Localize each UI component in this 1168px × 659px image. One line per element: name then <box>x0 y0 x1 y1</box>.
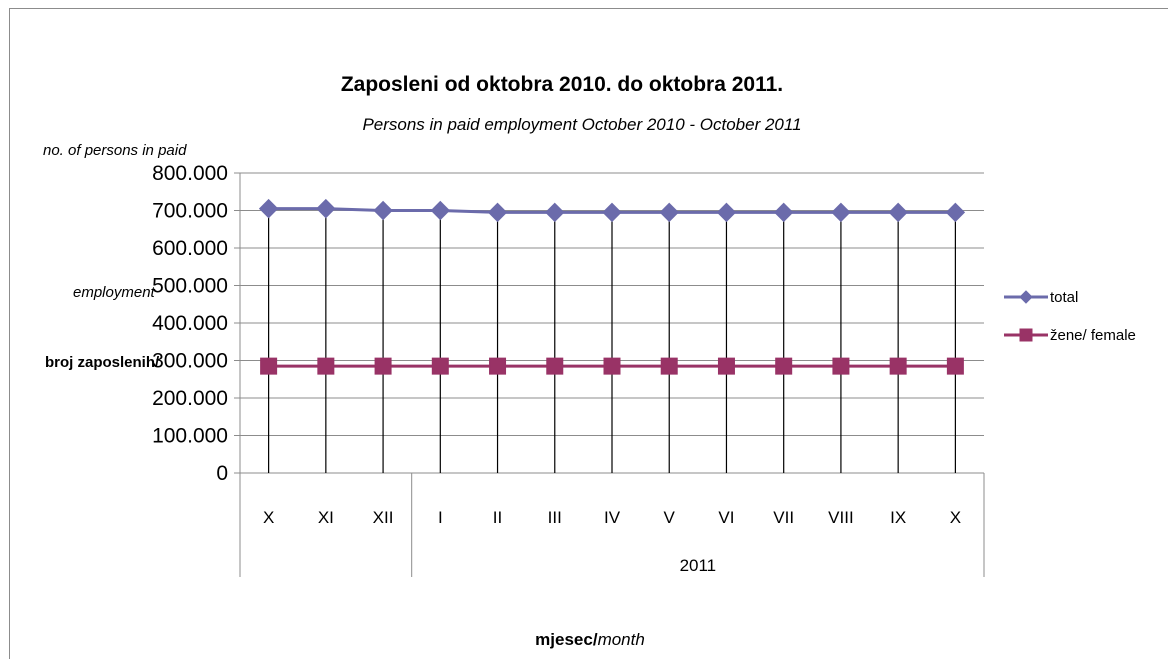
data-point-female <box>717 357 735 375</box>
data-point-female <box>489 357 507 375</box>
data-point-total <box>945 202 966 223</box>
year-group-label: 2011 <box>680 556 717 575</box>
legend-marker-total <box>1019 290 1033 304</box>
x-tick-label: I <box>438 508 443 527</box>
x-tick-label: III <box>548 508 562 527</box>
y-tick-label: 200.000 <box>152 387 228 410</box>
y-tick-label: 0 <box>216 462 228 485</box>
data-point-female <box>374 357 392 375</box>
x-tick-label: IV <box>604 508 621 527</box>
data-point-total <box>831 202 851 223</box>
data-point-female <box>889 357 907 375</box>
data-point-female <box>660 357 678 375</box>
x-axis-title-bold: mjesec/ <box>535 630 598 649</box>
data-point-total <box>773 202 794 223</box>
chart-title: Zaposleni od oktobra 2010. do oktobra 20… <box>341 73 783 96</box>
y-tick-label: 500.000 <box>152 275 228 298</box>
x-tick-label: X <box>263 508 274 527</box>
axes <box>234 172 985 577</box>
chart-frame <box>9 8 1168 659</box>
x-tick-labels: X XI XII I II III IV V VI VII VIII IX X <box>263 508 961 527</box>
y-tick-label: 600.000 <box>152 237 228 260</box>
data-point-total <box>487 202 508 223</box>
data-point-total <box>888 202 908 223</box>
x-tick-label: IX <box>890 508 906 527</box>
y-axis-label-line-2: employment <box>73 284 156 301</box>
legend-label-female: žene/ female <box>1050 327 1136 344</box>
drop-lines <box>268 208 956 473</box>
year-group-labels: 2011 <box>680 556 717 575</box>
data-point-total <box>716 202 737 223</box>
y-tick-label: 800.000 <box>152 162 228 185</box>
x-tick-label: II <box>493 508 502 527</box>
x-tick-label: VII <box>773 508 794 527</box>
y-axis-label-line-1: no. of persons in paid <box>43 142 187 159</box>
data-point-total <box>659 202 679 223</box>
x-tick-label: X <box>950 508 961 527</box>
x-axis-title-italic: month <box>598 630 645 649</box>
data-point-total <box>602 202 622 223</box>
series-layer <box>258 198 966 375</box>
data-point-total <box>258 198 279 219</box>
y-tick-label: 400.000 <box>152 312 228 335</box>
data-point-female <box>775 357 793 375</box>
data-point-female <box>946 357 964 375</box>
data-point-female <box>260 357 278 375</box>
x-axis-title: mjesec/month <box>535 630 645 649</box>
x-tick-label: V <box>664 508 676 527</box>
data-point-female <box>546 357 564 375</box>
y-tick-label: 300.000 <box>152 350 228 373</box>
data-point-female <box>603 357 621 375</box>
legend: total žene/ female <box>1004 289 1136 344</box>
x-tick-label: XII <box>373 508 394 527</box>
data-point-total <box>430 200 451 221</box>
data-point-female <box>832 357 850 375</box>
data-point-total <box>545 202 565 223</box>
legend-label-total: total <box>1050 289 1078 306</box>
chart-subtitle: Persons in paid employment October 2010 … <box>362 115 801 134</box>
y-axis-label-line-3: broj zaposlenih/ <box>45 354 160 371</box>
data-point-total <box>316 198 336 219</box>
x-tick-label: XI <box>318 508 334 527</box>
x-tick-label: VI <box>718 508 734 527</box>
y-tick-labels: 0 100.000 200.000 300.000 400.000 500.000 600.… <box>152 162 228 485</box>
y-tick-label: 700.000 <box>152 200 228 223</box>
data-point-female <box>317 357 335 375</box>
data-point-female <box>431 357 449 375</box>
x-tick-label: VIII <box>828 508 854 527</box>
legend-marker-female <box>1019 328 1033 342</box>
y-tick-label: 100.000 <box>152 425 228 448</box>
data-point-total <box>373 200 393 221</box>
